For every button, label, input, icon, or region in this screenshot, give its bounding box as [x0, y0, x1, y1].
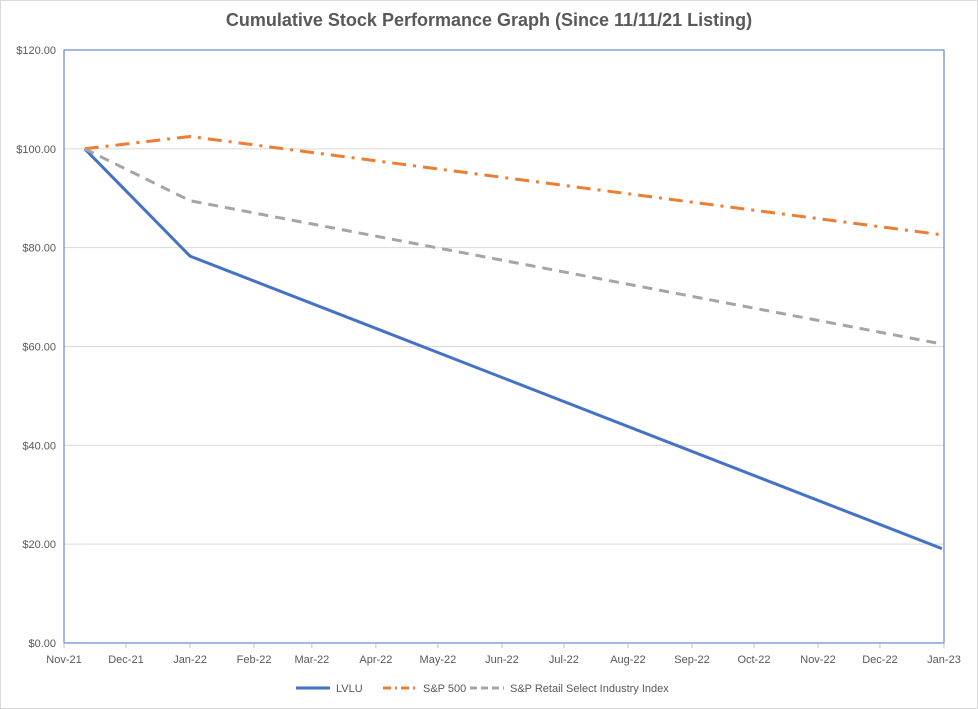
x-tick-label: Sep-22	[674, 654, 709, 666]
y-tick-label: $0.00	[28, 638, 56, 650]
x-tick-label: Oct-22	[737, 654, 770, 666]
x-tick-label: Dec-21	[108, 654, 143, 666]
legend-label: S&P Retail Select Industry Index	[510, 683, 669, 695]
y-tick-label: $80.00	[22, 243, 56, 255]
series-line	[84, 147, 943, 346]
plot-area-border	[63, 49, 945, 644]
y-tick-label: $100.00	[16, 144, 56, 156]
y-tick-label: $40.00	[22, 440, 56, 452]
y-tick-label: $120.00	[16, 45, 56, 57]
legend-label: S&P 500	[423, 683, 466, 695]
series-line	[84, 135, 943, 237]
legend-label: LVLU	[336, 683, 363, 695]
x-tick-label: Jan-22	[173, 654, 207, 666]
x-tick-label: Jun-22	[485, 654, 519, 666]
x-tick-label: Jan-23	[927, 654, 961, 666]
x-tick-label: May-22	[420, 654, 457, 666]
x-tick-label: Nov-22	[800, 654, 835, 666]
series-line	[83, 147, 943, 550]
x-tick-label: Dec-22	[862, 654, 897, 666]
y-tick-label: $60.00	[22, 342, 56, 354]
x-tick-label: Aug-22	[610, 654, 645, 666]
x-tick-label: Jul-22	[549, 654, 579, 666]
x-tick-label: Apr-22	[359, 654, 392, 666]
x-tick-label: Nov-21	[46, 654, 81, 666]
x-tick-label: Mar-22	[294, 654, 329, 666]
chart-title: Cumulative Stock Performance Graph (Sinc…	[225, 10, 753, 30]
x-tick-label: Feb-22	[237, 654, 272, 666]
y-tick-label: $20.00	[22, 539, 56, 551]
